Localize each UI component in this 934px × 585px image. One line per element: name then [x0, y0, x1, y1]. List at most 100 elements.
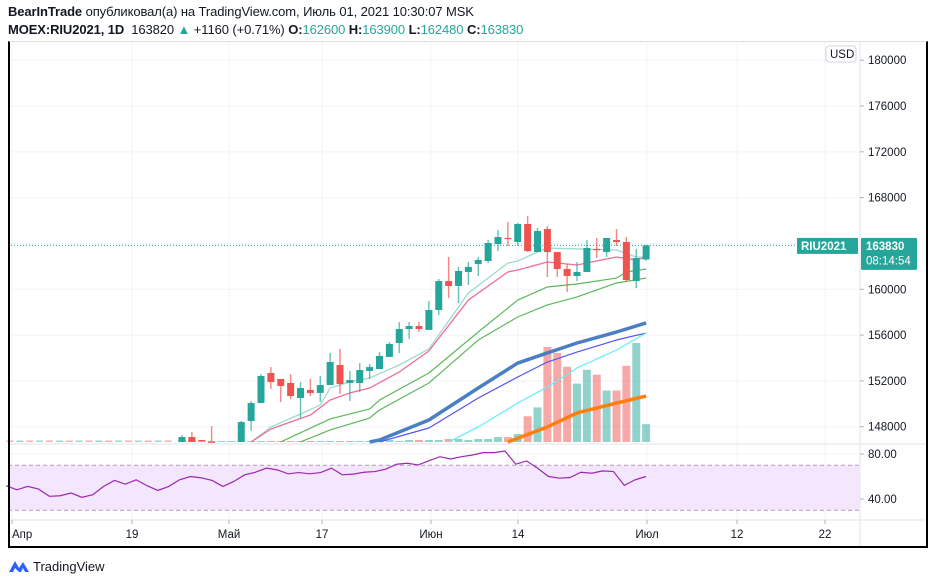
candle: [632, 248, 640, 289]
volume-bar: [434, 440, 443, 442]
rsi-tick-label: 80.00: [868, 449, 897, 461]
candle-body: [593, 248, 601, 251]
candle: [464, 262, 472, 286]
price-tick-label: 168000: [868, 193, 906, 205]
volume-bar: [484, 439, 493, 442]
candle-body: [504, 237, 512, 240]
candle-body: [514, 223, 522, 242]
candle-body: [366, 367, 374, 371]
candle: [484, 240, 492, 264]
volume-bar: [125, 440, 132, 442]
candle: [247, 400, 255, 431]
candle: [346, 370, 354, 401]
candle-body: [563, 269, 571, 276]
volume-bar: [632, 343, 641, 442]
candle-body: [336, 364, 344, 385]
volume-bar: [395, 441, 404, 443]
volume-bar: [336, 441, 344, 443]
candle-body: [316, 385, 324, 393]
candle-body: [632, 258, 640, 282]
moving-average-line: [379, 332, 647, 443]
volume-bar: [474, 439, 483, 442]
time-tick-label: 19: [126, 529, 139, 541]
publish-info: BearInTrade опубликовал(а) на TradingVie…: [8, 4, 474, 19]
candle: [494, 230, 502, 252]
candle: [395, 322, 403, 353]
candle: [287, 374, 295, 400]
candle-body: [543, 229, 551, 253]
moving-average-line: [280, 268, 647, 443]
candle: [593, 237, 601, 259]
candle-body: [287, 382, 295, 397]
volume-bar: [286, 441, 295, 443]
symbol-name[interactable]: MOEX:RIU2021, 1D: [8, 22, 125, 37]
volume-bar: [612, 390, 621, 442]
candles: [178, 215, 650, 443]
candle: [622, 237, 630, 282]
author-name[interactable]: BearInTrade: [8, 4, 83, 19]
candle: [356, 363, 364, 393]
symbol-legend: MOEX:RIU2021, 1D 163820 ▲ +1160 (+0.71%)…: [8, 22, 523, 37]
volume-bar: [306, 441, 315, 443]
candle-body: [277, 378, 285, 386]
candle-body: [247, 403, 255, 422]
candle-body: [415, 326, 423, 330]
footer-brand[interactable]: TradingView: [33, 558, 105, 574]
rsi-tick-label: 40.00: [868, 494, 897, 506]
candle: [455, 266, 462, 304]
moving-average-line: [448, 332, 647, 443]
candle-body: [198, 440, 206, 442]
candle: [297, 382, 304, 419]
candle: [316, 375, 324, 402]
time-tick-label: Июл: [635, 529, 658, 541]
price-tick-label: 148000: [868, 422, 906, 434]
volume-bar: [227, 441, 236, 443]
candle-body: [385, 344, 393, 357]
volume-bar: [144, 440, 152, 442]
currency-badge[interactable]: USD: [825, 45, 857, 63]
time-tick-label: 12: [731, 529, 744, 541]
volume-bar: [55, 440, 63, 442]
candle-body: [208, 441, 216, 443]
volume-bar: [385, 440, 394, 442]
volume-bar: [326, 441, 335, 443]
volume-bar: [563, 366, 572, 442]
volume-bar: [622, 365, 631, 442]
candle: [474, 256, 482, 276]
candle-body: [622, 241, 630, 280]
candle-body: [326, 362, 334, 386]
candle-body: [642, 245, 650, 260]
candle-body: [484, 242, 492, 261]
candle-body: [603, 237, 611, 253]
up-arrow-icon: ▲: [177, 22, 191, 37]
candle-body: [346, 379, 354, 383]
candle: [514, 222, 522, 246]
candle: [178, 434, 186, 442]
volume-bar: [503, 437, 512, 442]
candle: [326, 352, 334, 386]
candle: [237, 421, 245, 442]
volume-bar: [115, 440, 123, 442]
candle: [405, 322, 413, 339]
price-tick-label: 152000: [868, 376, 906, 388]
candle-body: [356, 370, 364, 383]
volume-bar: [642, 424, 651, 442]
time-tick-label: Июн: [419, 529, 442, 541]
candle: [524, 215, 532, 253]
high-value: 163900: [362, 22, 406, 37]
time-tick-label: Апр: [12, 529, 32, 541]
candle-body: [306, 389, 314, 393]
candle: [366, 363, 374, 379]
candle: [425, 300, 433, 330]
candle-body: [178, 437, 186, 442]
time-tick-label: Май: [218, 529, 241, 541]
time-tick-label: 22: [819, 529, 832, 541]
open-value: 162600: [302, 22, 346, 37]
price-change: +1160 (+0.71%): [193, 22, 285, 37]
volume-bar: [26, 440, 34, 442]
candle-body: [464, 266, 472, 272]
low-label: L:: [408, 22, 421, 37]
candle: [208, 426, 216, 443]
candle-body: [425, 310, 433, 330]
